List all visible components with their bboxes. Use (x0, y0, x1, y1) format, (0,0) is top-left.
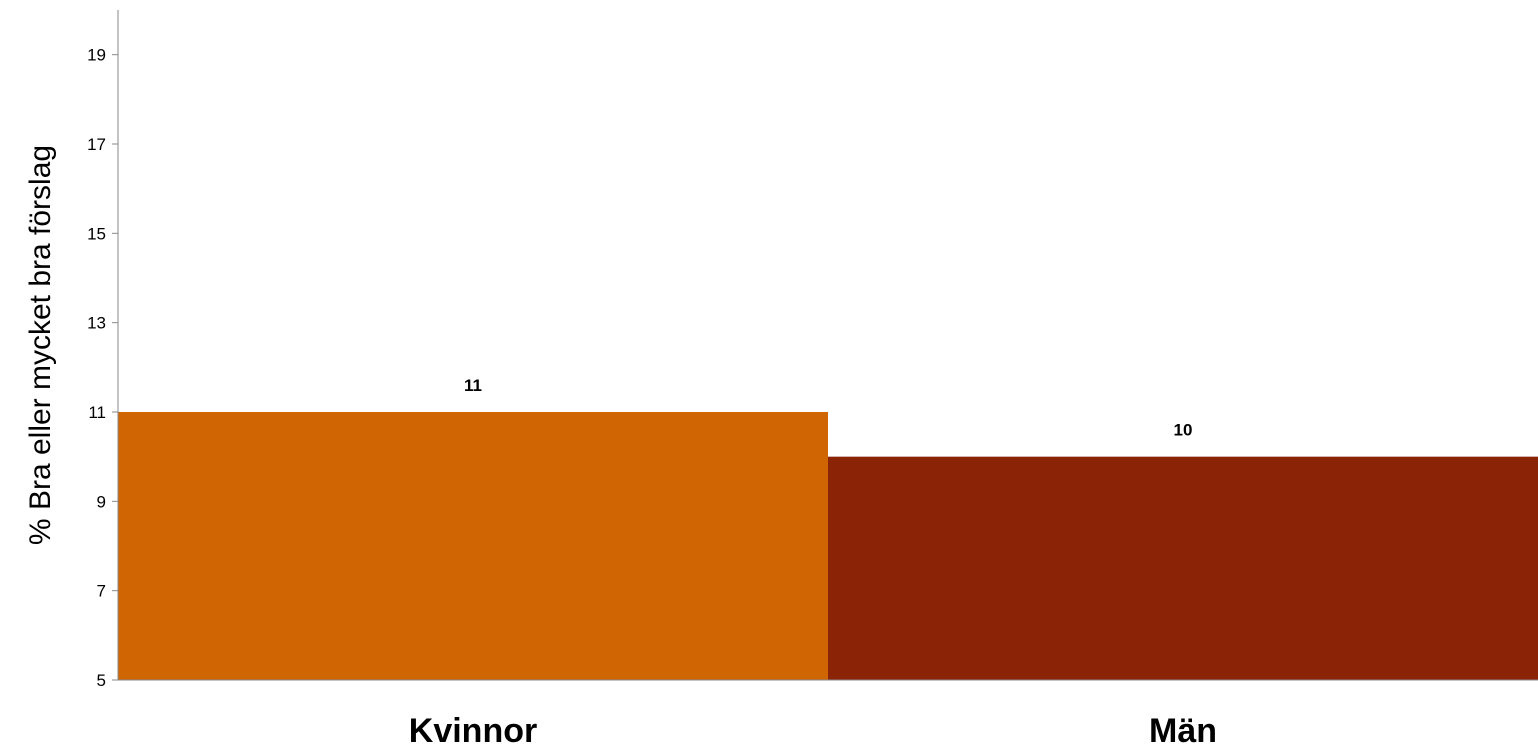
y-tick-label: 15 (87, 224, 106, 243)
y-tick-label: 9 (97, 492, 106, 511)
category-labels-group: Kvinnor Män (409, 712, 1217, 750)
bar-kvinnor (118, 412, 828, 680)
y-tick-label: 17 (87, 135, 106, 154)
y-tick-label: 5 (97, 671, 106, 690)
y-tick-label: 11 (88, 403, 106, 422)
bars-group (118, 412, 1538, 680)
category-label: Kvinnor (409, 712, 537, 750)
data-labels-group: 11 10 (464, 376, 1192, 440)
y-axis-title: % Bra eller mycket bra förslag (24, 145, 57, 545)
y-tick-label: 13 (87, 314, 106, 333)
category-label: Män (1149, 712, 1217, 750)
data-label: 11 (464, 376, 482, 395)
y-axis-ticks: 5 7 9 11 13 15 17 19 (87, 46, 118, 690)
data-label: 10 (1174, 421, 1193, 440)
bar-män (828, 456, 1538, 680)
y-tick-label: 19 (87, 46, 106, 65)
y-tick-label: 7 (97, 582, 106, 601)
